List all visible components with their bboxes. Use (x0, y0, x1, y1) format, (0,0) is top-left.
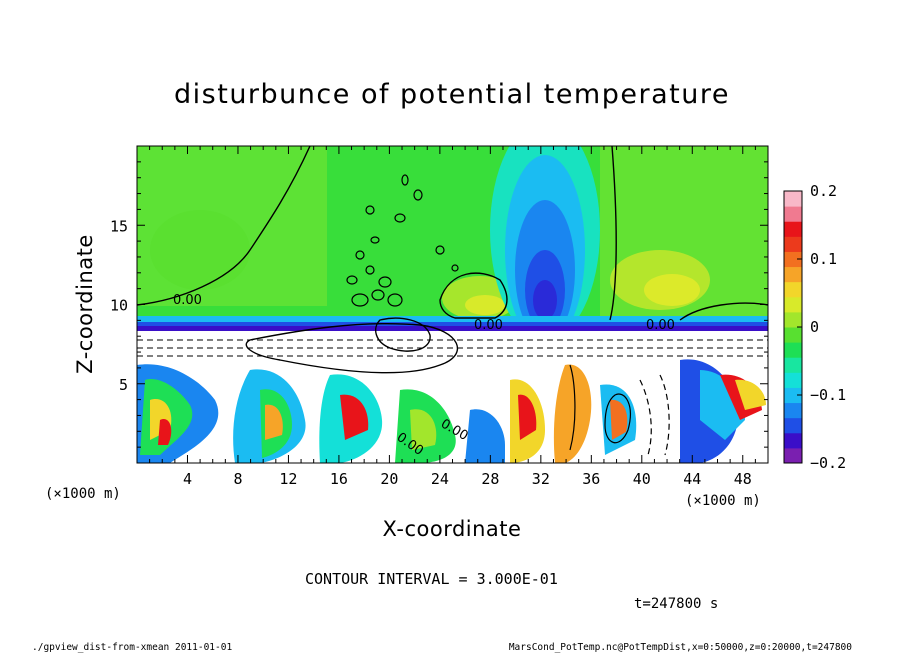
y-unit-label: (×1000 m) (45, 486, 121, 502)
colorbar-segment (784, 296, 802, 313)
x-tick-label: 40 (633, 470, 651, 488)
contour-label: 0.00 (474, 318, 503, 333)
footer-right: MarsCond_PotTemp.nc@PotTempDist,x=0:5000… (509, 642, 852, 653)
colorbar-segment (784, 281, 802, 298)
colorbar-segment (784, 357, 802, 373)
colorbar-tick-label: 0 (810, 318, 819, 336)
y-tick-label: 5 (119, 376, 128, 394)
colorbar-segment (784, 402, 802, 419)
x-tick-label: 20 (380, 470, 398, 488)
colorbar-tick-label: −0.2 (810, 454, 846, 472)
colorbar-segment (784, 372, 802, 388)
colorbar-segment (784, 342, 802, 358)
x-axis-title: X-coordinate (383, 517, 522, 541)
x-tick-label: 4 (183, 470, 192, 488)
colorbar-segment (784, 191, 802, 207)
colorbar-segment (784, 387, 802, 404)
x-tick-label: 12 (279, 470, 297, 488)
colorbar-segment (784, 236, 802, 252)
colorbar-segment (784, 432, 802, 449)
colorbar-tick-label: 0.1 (810, 250, 837, 268)
colorbar-segment (784, 266, 802, 283)
colorbar-segment (784, 447, 802, 464)
colorbar-segment (784, 311, 802, 328)
x-tick-label: 48 (734, 470, 752, 488)
x-tick-label: 32 (532, 470, 550, 488)
colorbar-segment (784, 221, 802, 237)
contour-blobs (346, 174, 459, 307)
contour-label: 0.00 (173, 293, 202, 308)
x-tick-label: 24 (431, 470, 449, 488)
time-text: t=247800 s (634, 596, 718, 612)
x-tick-label: 8 (233, 470, 242, 488)
colorbar-segment (784, 327, 802, 343)
colorbar-tick-label: −0.1 (810, 386, 846, 404)
heatmap-field (137, 146, 768, 463)
colorbar-segment (784, 251, 802, 268)
y-tick-label: 10 (110, 297, 128, 315)
x-unit-label: (×1000 m) (685, 493, 761, 509)
x-axis: 4 8 12 16 20 24 28 32 36 40 44 48 (149, 146, 756, 488)
x-tick-label: 36 (582, 470, 600, 488)
contour-interval-text: CONTOUR INTERVAL = 3.000E-01 (305, 570, 558, 588)
x-tick-label: 44 (683, 470, 701, 488)
colorbar-tick-label: 0.2 (810, 182, 837, 200)
x-tick-label: 16 (330, 470, 348, 488)
y-axis-title: Z-coordinate (73, 234, 97, 374)
colorbar-segment (784, 417, 802, 434)
chart-title: disturbunce of potential temperature (174, 79, 730, 110)
y-tick-label: 15 (110, 217, 128, 235)
colorbar: 0.2 0.1 0 −0.1 −0.2 (783, 182, 846, 472)
colorbar-segment (784, 206, 802, 222)
footer-left: ./gpview_dist-from-xmean 2011-01-01 (32, 642, 232, 653)
y-axis: 5 10 15 (110, 161, 768, 448)
contour-label: 0.00 (646, 318, 675, 333)
x-tick-label: 28 (481, 470, 499, 488)
